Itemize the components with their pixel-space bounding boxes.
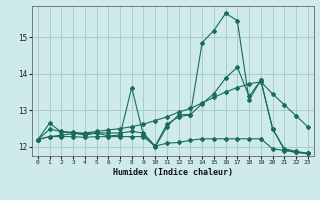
X-axis label: Humidex (Indice chaleur): Humidex (Indice chaleur) — [113, 168, 233, 177]
